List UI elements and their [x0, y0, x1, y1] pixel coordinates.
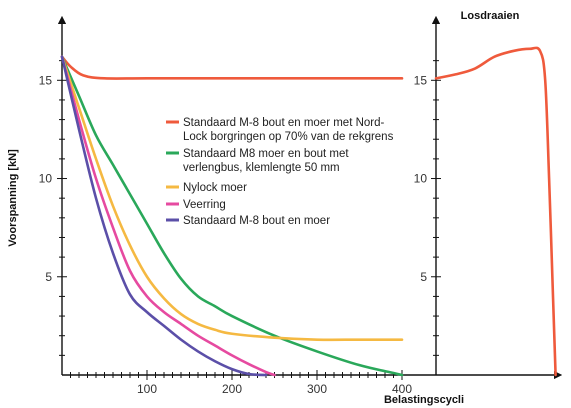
x-ticks: 100 200 300 400: [70, 370, 412, 396]
left-y-ticks: 5 10 15: [39, 60, 67, 356]
legend-label-standaard: Standaard M-8 bout en moer: [183, 215, 330, 227]
series-veerring: [60, 55, 276, 377]
x-tick-label: 200: [222, 382, 242, 396]
right-y-tick-label: 10: [414, 172, 428, 186]
right-y-tick-label: 5: [420, 270, 427, 284]
legend-label-nordlock-line1: Standaard M-8 bout en moer met Nord-: [183, 117, 385, 129]
right-y-tick-label: 15: [414, 73, 428, 87]
left-y-tick-label: 10: [39, 172, 53, 186]
series-standaard: [60, 55, 268, 377]
x-tick-label: 300: [307, 382, 327, 396]
y-axis-title: Voorspanning [kN]: [7, 149, 19, 247]
series-losdraaien: [434, 46, 557, 377]
right-y-ticks: 5 10 15: [414, 60, 441, 356]
x-tick-label: 400: [392, 382, 412, 396]
legend-label-verlengbus-line2: verlengbus, klemlengte 50 mm: [183, 162, 340, 174]
series-nordlock: [60, 55, 404, 80]
series-left: [60, 55, 404, 377]
series-right: [434, 46, 557, 377]
left-y-tick-label: 15: [39, 73, 53, 87]
legend-label-verlengbus-line1: Standaard M8 moer en bout met: [183, 148, 349, 160]
right-panel-title: Losdraaien: [461, 10, 520, 22]
legend-label-veerring: Veerring: [183, 199, 226, 211]
series-nylock: [60, 55, 404, 342]
legend-label-nylock: Nylock moer: [183, 182, 247, 194]
legend: Standaard M-8 bout en moer met Nord- Loc…: [166, 117, 394, 227]
legend-label-nordlock-line2: Lock borgringen op 70% van de rekgrens: [183, 131, 394, 143]
x-tick-label: 100: [137, 382, 157, 396]
left-y-tick-label: 5: [45, 270, 52, 284]
series-verlengbus: [60, 55, 404, 377]
x-axis-title: Belastingscycli: [384, 394, 464, 406]
